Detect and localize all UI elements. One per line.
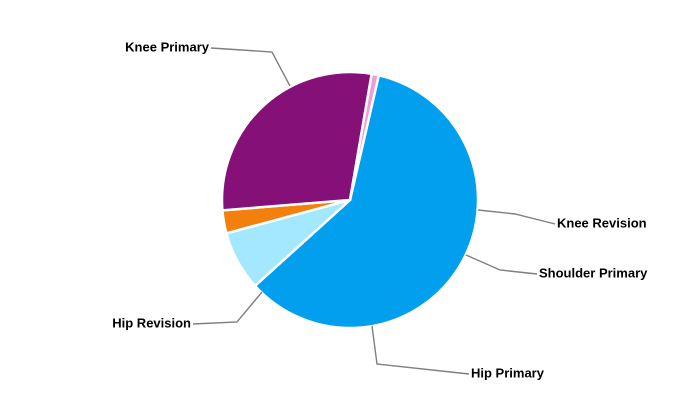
- slice-label-shoulder-primary: Shoulder Primary: [539, 265, 648, 280]
- slice-label-knee-revision: Knee Revision: [557, 215, 647, 230]
- slice-label-knee-primary: Knee Primary: [125, 39, 210, 54]
- slice-labels: Knee Primary Knee Revision Shoulder Primar…: [112, 39, 648, 380]
- leader-line-knee-revision: [477, 209, 556, 225]
- pie-slice-knee-primary: [253, 74, 480, 330]
- pie-slice-hip-revision: [348, 72, 381, 202]
- leader-lines: [192, 47, 556, 375]
- leader-line-hip-primary: [371, 325, 470, 375]
- leader-line-knee-primary: [210, 47, 291, 87]
- slice-label-hip-primary: Hip Primary: [471, 365, 545, 380]
- slice-label-hip-revision: Hip Revision: [112, 315, 191, 330]
- leader-line-hip-revision: [192, 291, 263, 325]
- pie-slice-hip-primary: [220, 70, 373, 212]
- leader-line-shoulder-primary: [465, 254, 538, 275]
- pie-slices: [220, 70, 480, 330]
